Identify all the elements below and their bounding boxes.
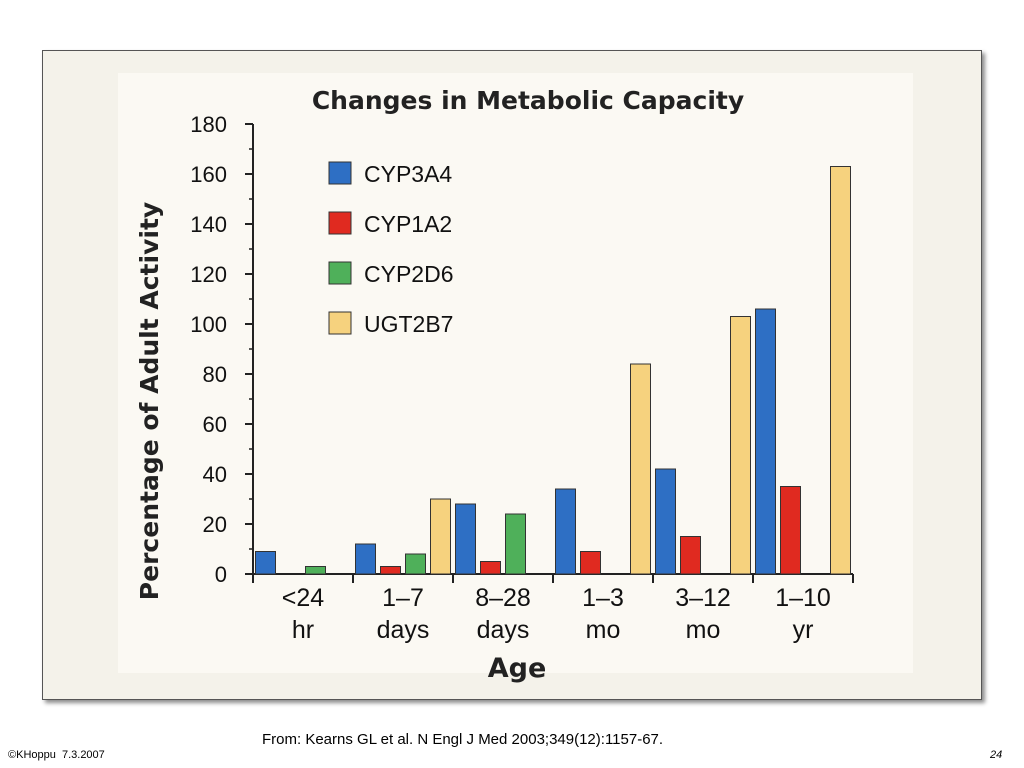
y-tick-label: 180 bbox=[190, 112, 227, 137]
x-category-label: days bbox=[377, 616, 430, 644]
y-tick-label: 100 bbox=[190, 312, 227, 337]
x-category-label: 1–10 bbox=[775, 584, 831, 612]
bar-cyp3a4 bbox=[255, 551, 276, 575]
legend-swatch bbox=[328, 211, 352, 235]
chart-panel: Changes in Metabolic Capacity Percentage… bbox=[42, 50, 982, 700]
y-tick-label: 20 bbox=[203, 512, 227, 537]
legend-swatch bbox=[328, 311, 352, 335]
legend-swatch bbox=[328, 261, 352, 285]
y-axis-label: Percentage of Adult Activity bbox=[135, 202, 164, 600]
x-category-label: mo bbox=[586, 616, 621, 644]
bar-cyp3a4 bbox=[355, 543, 376, 575]
bar-ugt2b7 bbox=[430, 498, 451, 575]
x-category-label: mo bbox=[686, 616, 721, 644]
x-category-label: 3–12 bbox=[675, 584, 731, 612]
x-category-label: yr bbox=[793, 616, 814, 644]
y-tick-label: 0 bbox=[215, 562, 227, 587]
y-tick-label: 140 bbox=[190, 212, 227, 237]
x-category-label: hr bbox=[292, 616, 314, 644]
bar-cyp2d6 bbox=[505, 513, 526, 575]
bar-ugt2b7 bbox=[730, 316, 751, 575]
legend-swatch bbox=[328, 161, 352, 185]
bar-cyp3a4 bbox=[755, 308, 776, 575]
x-category-label: days bbox=[477, 616, 530, 644]
x-axis-label: Age bbox=[488, 653, 547, 684]
legend-label: CYP3A4 bbox=[364, 161, 452, 187]
y-tick-label: 80 bbox=[203, 362, 227, 387]
bar-cyp3a4 bbox=[655, 468, 676, 575]
bar-cyp1a2 bbox=[480, 561, 501, 575]
x-category-label: 1–3 bbox=[582, 584, 624, 612]
page-number: 24 bbox=[990, 749, 1003, 761]
bars bbox=[255, 166, 851, 575]
legend: CYP3A4 CYP1A2 CYP2D6 UGT2B7 bbox=[328, 161, 453, 337]
x-axis: <24 hr 1–7 days 8–28 days 1–3 mo 3–12 mo 1–10 yr bbox=[252, 573, 854, 644]
plot-background bbox=[118, 73, 913, 673]
legend-label: CYP1A2 bbox=[364, 211, 452, 237]
source-citation: From: Kearns GL et al. N Engl J Med 2003… bbox=[262, 731, 664, 748]
y-tick-label: 120 bbox=[190, 262, 227, 287]
y-tick-label: 160 bbox=[190, 162, 227, 187]
y-axis: 0 20 40 60 80 100 120 140 160 180 bbox=[190, 112, 254, 587]
bar-cyp1a2 bbox=[780, 486, 801, 575]
bar-cyp2d6 bbox=[405, 553, 426, 575]
legend-label: UGT2B7 bbox=[364, 311, 453, 337]
bar-cyp1a2 bbox=[680, 536, 701, 575]
y-tick-label: 40 bbox=[203, 462, 227, 487]
x-category-label: 1–7 bbox=[382, 584, 424, 612]
bar-cyp1a2 bbox=[580, 551, 601, 575]
y-tick-label: 60 bbox=[203, 412, 227, 437]
chart-title: Changes in Metabolic Capacity bbox=[312, 86, 744, 115]
footer-copyright: ©KHoppu 7.3.2007 bbox=[8, 749, 105, 761]
bar-cyp2d6 bbox=[305, 566, 326, 575]
bar-cyp1a2 bbox=[380, 566, 401, 575]
x-category-label: <24 bbox=[282, 584, 325, 612]
bar-ugt2b7 bbox=[830, 166, 851, 575]
bar-ugt2b7 bbox=[630, 363, 651, 575]
legend-label: CYP2D6 bbox=[364, 261, 453, 287]
bar-cyp3a4 bbox=[455, 503, 476, 575]
x-category-label: 8–28 bbox=[475, 584, 531, 612]
bar-chart: Changes in Metabolic Capacity Percentage… bbox=[118, 73, 913, 684]
bar-cyp3a4 bbox=[555, 488, 576, 575]
